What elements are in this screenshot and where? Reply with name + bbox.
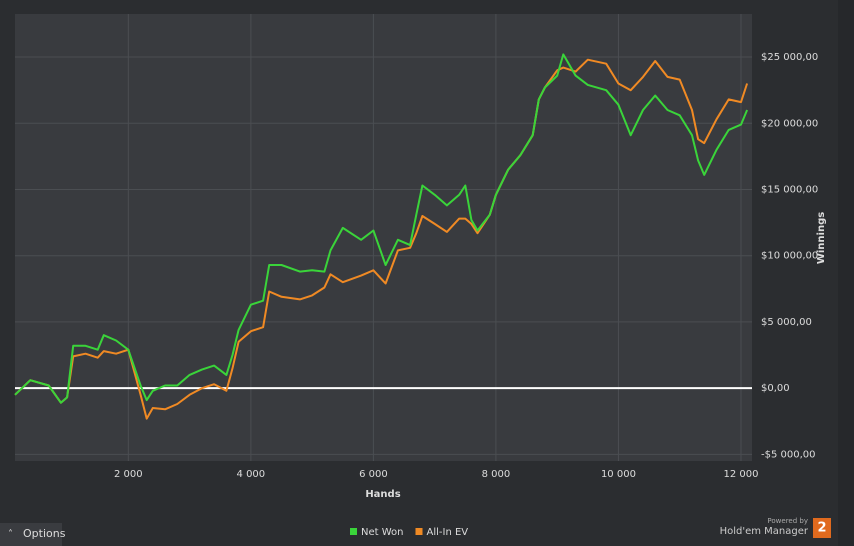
series-line [14, 53, 749, 404]
plot-area [15, 14, 752, 461]
y-axis-title: Winnings [816, 212, 827, 264]
options-button[interactable] [0, 523, 62, 546]
legend-swatch [350, 528, 357, 535]
options-label[interactable]: Options [23, 527, 66, 540]
x-tick-label: 2 000 [114, 469, 143, 480]
y-tick-label: $0,00 [761, 383, 790, 394]
y-tick-label: $5 000,00 [761, 317, 812, 328]
brand: Hold'em Manager [720, 526, 809, 537]
legend-label: All-In EV [427, 527, 469, 538]
x-tick-label: 8 000 [482, 469, 511, 480]
x-tick-label: 12 000 [723, 469, 758, 480]
y-tick-label: $25 000,00 [761, 52, 818, 63]
powered-by: Powered by [767, 517, 808, 525]
y-tick-label: $20 000,00 [761, 118, 818, 129]
x-tick-label: 10 000 [601, 469, 636, 480]
x-axis-title: Hands [365, 489, 400, 500]
legend-label: Net Won [361, 527, 404, 538]
x-tick-label: 6 000 [359, 469, 388, 480]
logo [813, 518, 831, 538]
options-caret: ˄ [8, 528, 13, 540]
legend-swatch [415, 528, 423, 535]
y-tick-label: -$5 000,00 [761, 449, 816, 460]
side-strip [838, 0, 854, 546]
y-tick-label: $15 000,00 [761, 184, 818, 195]
logo-text: 2 [817, 521, 826, 536]
x-tick-label: 4 000 [237, 469, 266, 480]
series-line [14, 58, 749, 420]
y-tick-label: $10 000,00 [761, 251, 818, 262]
